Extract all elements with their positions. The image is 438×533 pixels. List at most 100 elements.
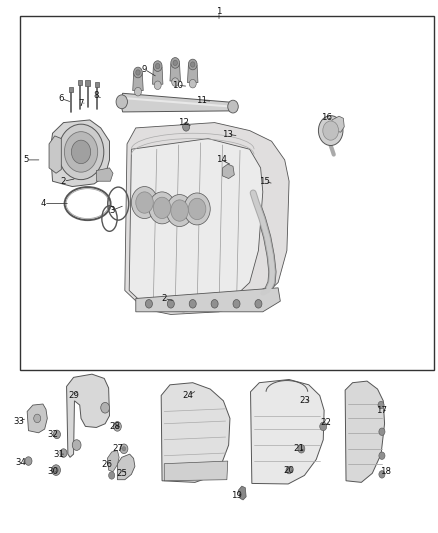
Text: 18: 18 <box>380 467 391 476</box>
Text: 22: 22 <box>320 418 332 426</box>
Bar <box>69 87 73 92</box>
Circle shape <box>171 200 188 221</box>
Circle shape <box>52 465 60 475</box>
Circle shape <box>54 467 58 473</box>
Circle shape <box>145 300 152 308</box>
Circle shape <box>71 140 91 164</box>
Bar <box>85 80 90 86</box>
Text: 11: 11 <box>196 96 207 104</box>
Text: 13: 13 <box>222 130 233 139</box>
Polygon shape <box>49 136 61 173</box>
Circle shape <box>113 422 121 431</box>
Polygon shape <box>238 486 246 500</box>
Circle shape <box>318 116 343 146</box>
Text: 8: 8 <box>94 92 99 100</box>
Circle shape <box>211 300 218 308</box>
Polygon shape <box>345 381 385 482</box>
Circle shape <box>34 414 41 423</box>
Text: 24: 24 <box>183 391 194 400</box>
Circle shape <box>379 452 385 459</box>
Text: 15: 15 <box>259 177 271 185</box>
Polygon shape <box>170 61 180 81</box>
Text: 5: 5 <box>24 156 29 164</box>
Circle shape <box>136 192 153 213</box>
Polygon shape <box>27 404 47 433</box>
Polygon shape <box>133 70 143 91</box>
Text: 3: 3 <box>109 206 114 215</box>
Circle shape <box>189 79 196 88</box>
Circle shape <box>60 449 67 457</box>
Circle shape <box>116 95 127 109</box>
Polygon shape <box>120 93 232 112</box>
Circle shape <box>122 447 126 451</box>
Polygon shape <box>331 116 344 132</box>
Circle shape <box>131 187 158 219</box>
Circle shape <box>378 401 384 409</box>
Text: 34: 34 <box>15 458 27 466</box>
Circle shape <box>134 87 141 96</box>
Circle shape <box>101 402 110 413</box>
Text: 14: 14 <box>215 156 227 164</box>
Text: 9: 9 <box>142 65 147 74</box>
Text: 7: 7 <box>78 100 84 108</box>
Circle shape <box>64 132 98 172</box>
Circle shape <box>120 444 128 454</box>
Text: 31: 31 <box>53 450 65 458</box>
Circle shape <box>184 193 210 225</box>
Circle shape <box>136 70 140 75</box>
Text: 30: 30 <box>47 467 58 476</box>
Text: 1: 1 <box>216 7 222 16</box>
Circle shape <box>155 63 160 69</box>
Bar <box>78 80 82 85</box>
Polygon shape <box>96 168 113 181</box>
Circle shape <box>379 428 385 435</box>
Circle shape <box>25 457 32 465</box>
Circle shape <box>153 197 171 219</box>
Text: 32: 32 <box>47 430 58 439</box>
Text: 20: 20 <box>283 466 295 474</box>
Text: 29: 29 <box>68 391 79 400</box>
Text: 33: 33 <box>13 417 24 425</box>
Circle shape <box>323 121 339 140</box>
Polygon shape <box>67 374 110 457</box>
Text: 2: 2 <box>61 177 66 185</box>
Polygon shape <box>117 454 135 480</box>
Circle shape <box>116 424 119 429</box>
Polygon shape <box>136 288 280 312</box>
Text: 17: 17 <box>375 406 387 415</box>
Text: 16: 16 <box>321 113 332 122</box>
Circle shape <box>188 198 206 220</box>
Circle shape <box>154 81 161 90</box>
Text: 19: 19 <box>231 491 242 500</box>
Polygon shape <box>161 383 230 482</box>
Circle shape <box>173 60 177 66</box>
Circle shape <box>166 195 193 227</box>
Polygon shape <box>107 450 119 472</box>
Circle shape <box>228 100 238 113</box>
Circle shape <box>286 466 292 474</box>
Circle shape <box>109 472 115 479</box>
Polygon shape <box>187 62 198 83</box>
Text: 2: 2 <box>162 294 167 303</box>
Circle shape <box>233 300 240 308</box>
Polygon shape <box>223 164 234 179</box>
Circle shape <box>53 430 60 439</box>
Bar <box>95 82 99 87</box>
Circle shape <box>149 192 175 224</box>
Text: 12: 12 <box>178 118 190 127</box>
Circle shape <box>58 124 104 180</box>
Polygon shape <box>50 120 110 187</box>
Text: 23: 23 <box>299 397 310 405</box>
Circle shape <box>320 422 327 431</box>
Text: 28: 28 <box>109 422 120 431</box>
Text: 4: 4 <box>41 199 46 208</box>
Polygon shape <box>125 123 289 314</box>
Bar <box>20 16 434 370</box>
Circle shape <box>171 58 180 68</box>
Circle shape <box>134 67 142 78</box>
Circle shape <box>189 300 196 308</box>
Polygon shape <box>164 461 228 481</box>
Circle shape <box>191 62 195 67</box>
Text: 26: 26 <box>101 461 112 469</box>
Text: 25: 25 <box>116 469 127 478</box>
